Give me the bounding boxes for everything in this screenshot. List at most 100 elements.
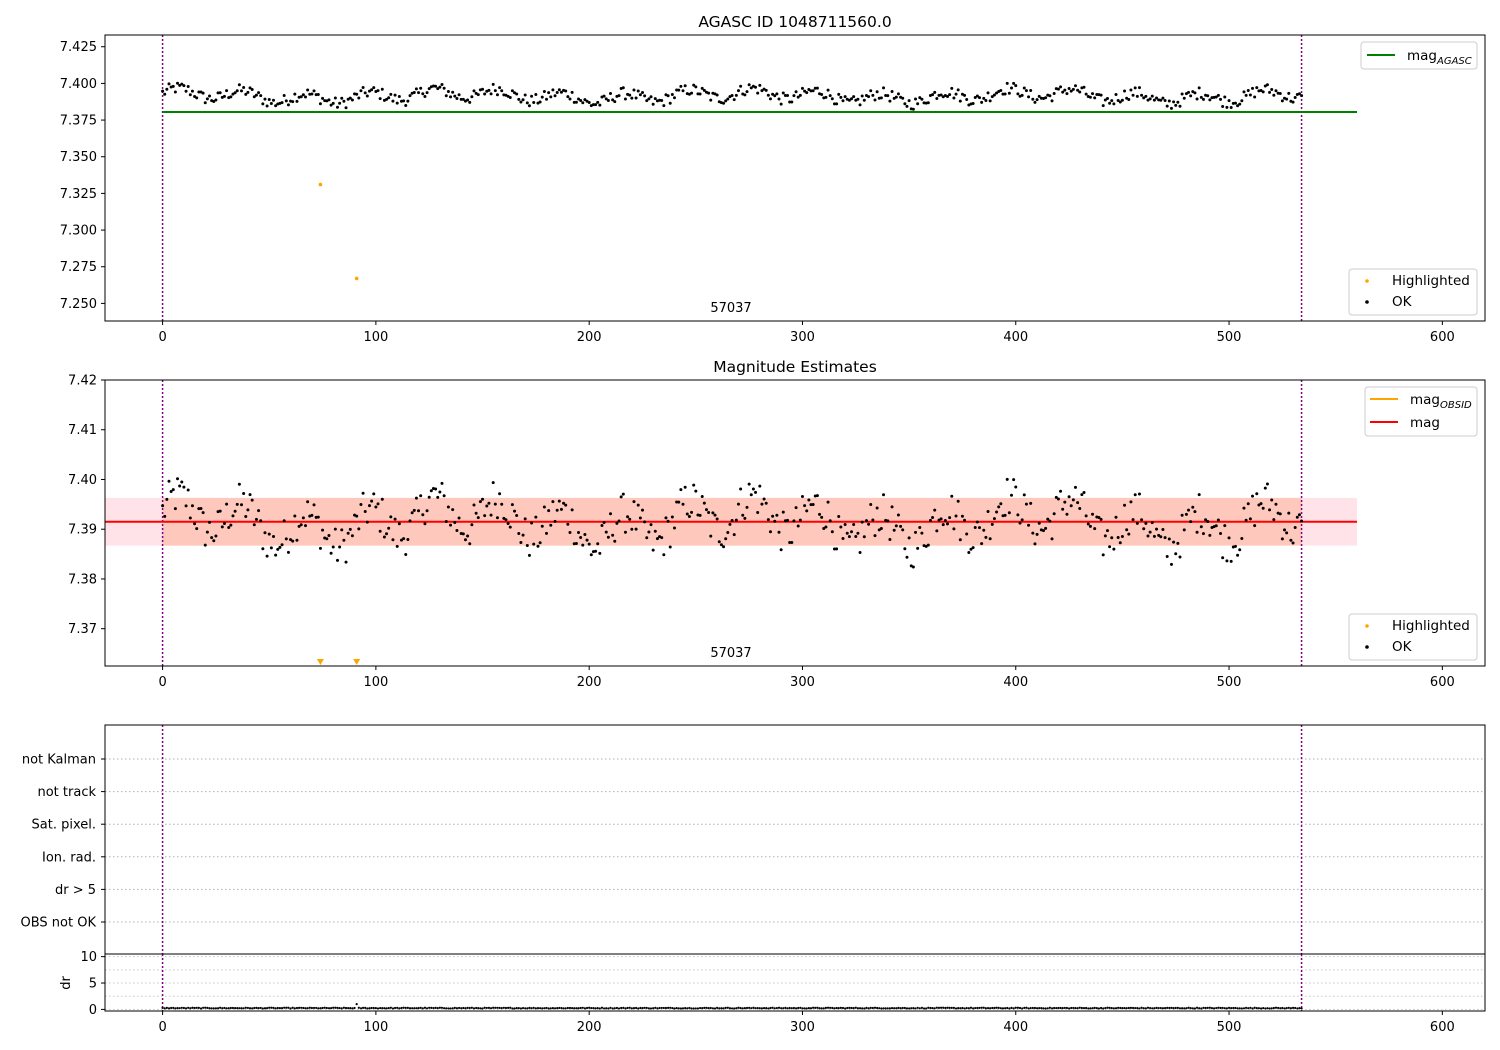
- ok-point: [1108, 545, 1112, 549]
- ok-point: [1155, 527, 1159, 531]
- ok-point: [530, 94, 534, 98]
- ok-point: [508, 95, 512, 99]
- ok-point: [980, 542, 984, 546]
- ok-point: [675, 88, 679, 92]
- ok-point: [222, 521, 226, 525]
- dr-point: [824, 1006, 828, 1009]
- ok-point: [1176, 100, 1180, 104]
- ok-point: [559, 90, 563, 94]
- ok-point: [246, 508, 250, 512]
- dr-point: [1127, 1006, 1130, 1010]
- dr-point: [308, 1006, 311, 1009]
- dr-point: [1232, 1006, 1235, 1010]
- dr-point: [899, 1007, 902, 1010]
- ok-point: [453, 521, 457, 525]
- ok-point: [244, 515, 248, 519]
- dr-point: [969, 1006, 973, 1009]
- ok-point: [421, 92, 425, 96]
- dr-point: [869, 1006, 872, 1009]
- ok-point: [444, 94, 448, 98]
- dr-point: [229, 1006, 232, 1010]
- ok-point: [182, 84, 186, 88]
- ok-point: [538, 100, 542, 104]
- y-tick-label: 7.250: [60, 297, 97, 312]
- x-tick-label: 0: [158, 1020, 166, 1035]
- dr-point: [948, 1006, 951, 1010]
- dr-point: [841, 1006, 845, 1010]
- dr-point: [1144, 1007, 1147, 1010]
- ok-point: [293, 92, 297, 96]
- dr-point: [334, 1006, 337, 1009]
- dr-point: [553, 1007, 557, 1010]
- ok-point: [931, 515, 935, 519]
- ok-point: [587, 542, 591, 546]
- ok-point: [530, 521, 534, 525]
- ok-point: [841, 537, 845, 541]
- dr-point: [1247, 1007, 1250, 1010]
- dr-point: [421, 1007, 424, 1010]
- ok-point: [992, 93, 996, 97]
- ok-point: [536, 544, 540, 548]
- ok-point: [299, 523, 303, 527]
- dr-point: [1097, 1007, 1101, 1010]
- ok-point: [1127, 98, 1131, 102]
- dr-point: [780, 1007, 783, 1010]
- dr-point: [423, 1006, 427, 1009]
- ok-point: [425, 91, 429, 95]
- ok-point: [523, 93, 527, 97]
- ok-point: [717, 540, 721, 544]
- dr-point: [652, 1007, 655, 1010]
- ok-point: [1287, 511, 1291, 515]
- ok-point: [203, 543, 207, 547]
- dr-point: [379, 1006, 382, 1010]
- dr-point: [912, 1006, 915, 1010]
- dr-point: [176, 1006, 179, 1010]
- ok-point: [984, 98, 988, 102]
- dr-point: [368, 1007, 371, 1010]
- dr-point: [1240, 1007, 1243, 1010]
- dr-point: [1117, 1006, 1120, 1009]
- ok-point: [1078, 507, 1082, 511]
- ok-point: [1150, 94, 1154, 98]
- dr-point: [726, 1006, 729, 1009]
- dr-point: [489, 1007, 493, 1010]
- dr-point: [993, 1006, 996, 1010]
- ok-point: [824, 95, 828, 99]
- ok-point: [649, 523, 653, 527]
- ok-point: [316, 92, 320, 96]
- dr-point: [1181, 1007, 1184, 1010]
- ok-point: [519, 100, 523, 104]
- dr-point: [705, 1006, 708, 1009]
- legend-label-mag-agasc: magAGASC: [1407, 48, 1472, 67]
- dr-point: [558, 1006, 561, 1010]
- dr-point: [178, 1007, 181, 1010]
- ok-point: [1112, 102, 1116, 106]
- dr-point: [1023, 1006, 1026, 1009]
- dr-point: [385, 1007, 388, 1010]
- dr-point: [754, 1007, 757, 1010]
- ok-point: [977, 96, 981, 100]
- dr-point: [677, 1007, 680, 1010]
- ok-point: [1016, 513, 1020, 517]
- ok-point: [363, 509, 367, 513]
- ok-point: [950, 86, 954, 90]
- ok-point: [598, 103, 602, 107]
- ok-point: [186, 488, 190, 492]
- ok-point: [960, 514, 964, 518]
- ok-point: [180, 480, 184, 484]
- ok-point: [472, 503, 476, 507]
- dr-point: [1191, 1007, 1194, 1010]
- ok-point: [216, 91, 220, 95]
- ok-point: [395, 544, 399, 548]
- ok-point: [316, 515, 320, 519]
- ok-point: [651, 102, 655, 106]
- ok-point: [201, 91, 205, 95]
- ok-point: [862, 535, 866, 539]
- ok-point: [1067, 495, 1071, 499]
- ok-point: [670, 92, 674, 96]
- dr-point: [1253, 1006, 1256, 1009]
- ok-point: [389, 92, 393, 96]
- ok-point: [954, 92, 958, 96]
- dr-point: [801, 1007, 804, 1010]
